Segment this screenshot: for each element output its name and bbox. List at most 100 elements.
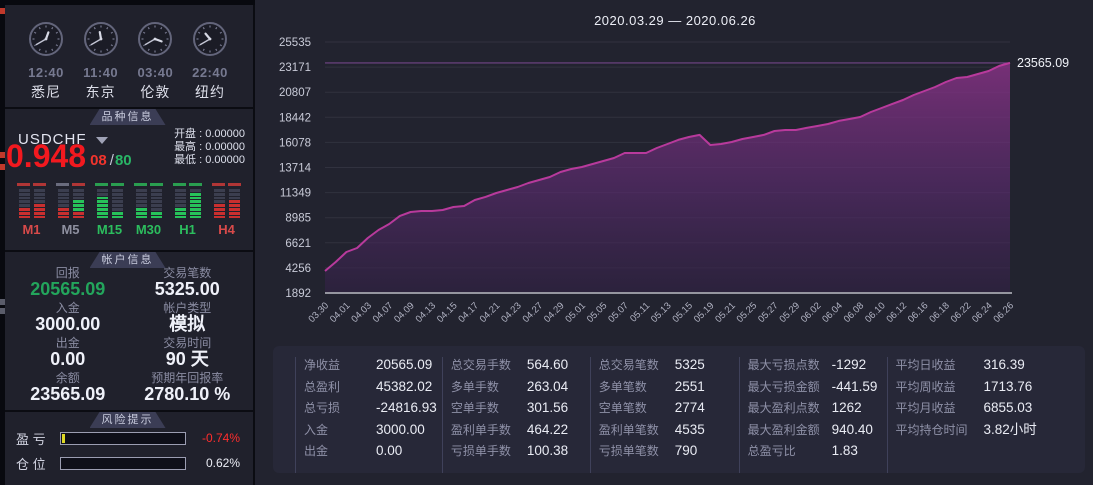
stat-value: 564.60 xyxy=(526,357,569,372)
meter-block xyxy=(96,200,108,204)
quote-value: 0.00000 xyxy=(205,141,245,153)
account-stat-label: 交易时间 xyxy=(163,336,212,350)
meter-block xyxy=(96,211,108,215)
timeframe-H4[interactable]: H4 xyxy=(211,183,242,237)
meter-block xyxy=(96,204,108,207)
meter-block xyxy=(213,196,225,200)
meter-trend-dashes xyxy=(211,183,242,186)
x-axis-tick-label: 06.08 xyxy=(842,300,867,325)
meter-column xyxy=(72,189,84,219)
timeframe-label[interactable]: M1 xyxy=(22,222,41,238)
timeframe-label[interactable]: H4 xyxy=(218,222,235,238)
analog-clock-icon xyxy=(192,22,227,56)
account-stat-帐户类型: 帐户类型 模拟 xyxy=(128,302,248,334)
account-stat-余额: 余额 23565.09 xyxy=(8,372,128,404)
stat-value: 1262 xyxy=(831,400,862,415)
timeframe-H1[interactable]: H1 xyxy=(172,183,203,237)
clock-东京: 11:40 东京 xyxy=(75,21,127,102)
clock-city-label: 东京 xyxy=(85,84,116,100)
meter-block xyxy=(135,207,147,211)
chart-date-range-title: 2020.03.29 — 2020.06.26 xyxy=(594,13,756,28)
quote-value: 0.00000 xyxy=(205,128,245,140)
stat-label: 平均月收益 xyxy=(895,401,956,415)
stat-盈利单手数: 盈利单手数 464.22 xyxy=(451,422,590,437)
meter-block xyxy=(111,215,123,219)
meter-column xyxy=(174,189,186,219)
stat-value: 263.04 xyxy=(526,378,569,394)
meter-block xyxy=(33,207,45,211)
meter-block xyxy=(72,200,84,204)
meter-block xyxy=(111,207,123,211)
meter-block xyxy=(228,204,240,207)
y-axis-tick-label: 8985 xyxy=(285,213,311,225)
stats-column: 净收益 20565.09 总盈利 45382.02 总亏损 -24816.93 入金 3000… xyxy=(295,357,442,473)
y-axis-tick-label: 4256 xyxy=(285,263,311,275)
stats-column: 总交易笔数 5325 多单笔数 2551 空单笔数 2774 盈利单笔数 4535 亏损单笔数 7… xyxy=(589,357,739,473)
edge-tick xyxy=(0,8,5,14)
risk-value: 0.62% xyxy=(205,456,240,470)
account-stat-value: 0.00 xyxy=(50,349,86,369)
quote-label: 最高 xyxy=(174,141,197,153)
meter-block xyxy=(135,189,147,192)
meter-columns xyxy=(55,189,86,219)
timeframe-label[interactable]: M5 xyxy=(61,222,80,238)
symbol-name[interactable]: USDCHF xyxy=(18,131,87,148)
meter-block xyxy=(111,192,123,196)
meter-block xyxy=(150,189,162,192)
stat-label: 平均日收益 xyxy=(895,358,956,372)
timeframe-label[interactable]: H1 xyxy=(179,222,196,238)
x-axis-tick-label: 05.19 xyxy=(692,300,717,325)
stat-label: 最大亏损点数 xyxy=(747,358,820,372)
timeframe-M15[interactable]: M15 xyxy=(94,183,125,237)
y-axis-tick-label: 18442 xyxy=(279,112,311,124)
meter-dash xyxy=(95,183,108,186)
stat-value: 3000.00 xyxy=(376,421,425,437)
x-axis-tick-label: 04.15 xyxy=(435,300,460,325)
meter-block xyxy=(18,200,30,204)
sidebar: 12:40 悉尼 11:40 东京 03:40 伦敦 22:40 纽约 品种信息 USDCHF… xyxy=(0,0,255,485)
equity-chart-panel: 2020.03.29 — 2020.06.26 25535 23171 20807 1… xyxy=(257,0,1093,485)
meter-block xyxy=(57,204,69,207)
risk-row-盈亏: 盈 亏 -0.74% xyxy=(16,431,240,447)
meter-block xyxy=(213,189,225,192)
meter-block xyxy=(72,215,84,219)
symbol-selector[interactable]: USDCHF xyxy=(18,131,108,148)
meter-block xyxy=(228,200,240,204)
stat-总盈利: 总盈利 45382.02 xyxy=(304,379,442,394)
meter-block xyxy=(57,211,69,215)
stat-value: 1713.76 xyxy=(983,378,1033,394)
timeframe-label[interactable]: M15 xyxy=(96,222,123,238)
risk-section-tab: 风险提示 xyxy=(90,412,166,428)
price-bid-tail: 08 xyxy=(90,152,107,169)
account-info-grid: 回报 20565.09 交易笔数 5325.00 入金 3000.00 帐户类型 模拟 出金 0.… xyxy=(8,266,248,404)
stat-平均月收益: 平均月收益 6855.03 xyxy=(895,400,1085,416)
stat-value: 100.38 xyxy=(526,443,569,458)
symbol-section-tab: 品种信息 xyxy=(90,109,166,125)
chevron-down-icon[interactable] xyxy=(95,137,108,144)
account-stat-value: 90 天 xyxy=(165,349,209,369)
account-stat-label: 回报 xyxy=(55,266,80,280)
meter-block xyxy=(174,189,186,192)
meter-block xyxy=(135,211,147,215)
meter-trend-dashes xyxy=(16,183,47,186)
meter-block xyxy=(57,207,69,211)
timeframe-label[interactable]: M30 xyxy=(135,222,162,238)
meter-block xyxy=(213,204,225,207)
account-stat-label: 入金 xyxy=(55,301,80,315)
meter-dash xyxy=(17,183,30,186)
meter-block xyxy=(72,204,84,207)
timeframe-M30[interactable]: M30 xyxy=(133,183,164,237)
stat-最大亏损金额: 最大亏损金额 -441.59 xyxy=(748,379,887,394)
meter-block xyxy=(135,200,147,204)
stat-value: 2551 xyxy=(674,378,705,394)
timeframe-M1[interactable]: M1 xyxy=(16,183,47,237)
stat-value: 6855.03 xyxy=(983,400,1033,415)
equity-line[interactable] xyxy=(324,61,1011,272)
timeframe-M5[interactable]: M5 xyxy=(55,183,86,237)
account-stat-label: 出金 xyxy=(55,336,80,350)
meter-block xyxy=(213,200,225,204)
stat-label: 空单笔数 xyxy=(598,401,647,415)
meter-block xyxy=(150,192,162,196)
stat-label: 亏损单手数 xyxy=(450,444,511,458)
meter-block xyxy=(33,204,45,207)
